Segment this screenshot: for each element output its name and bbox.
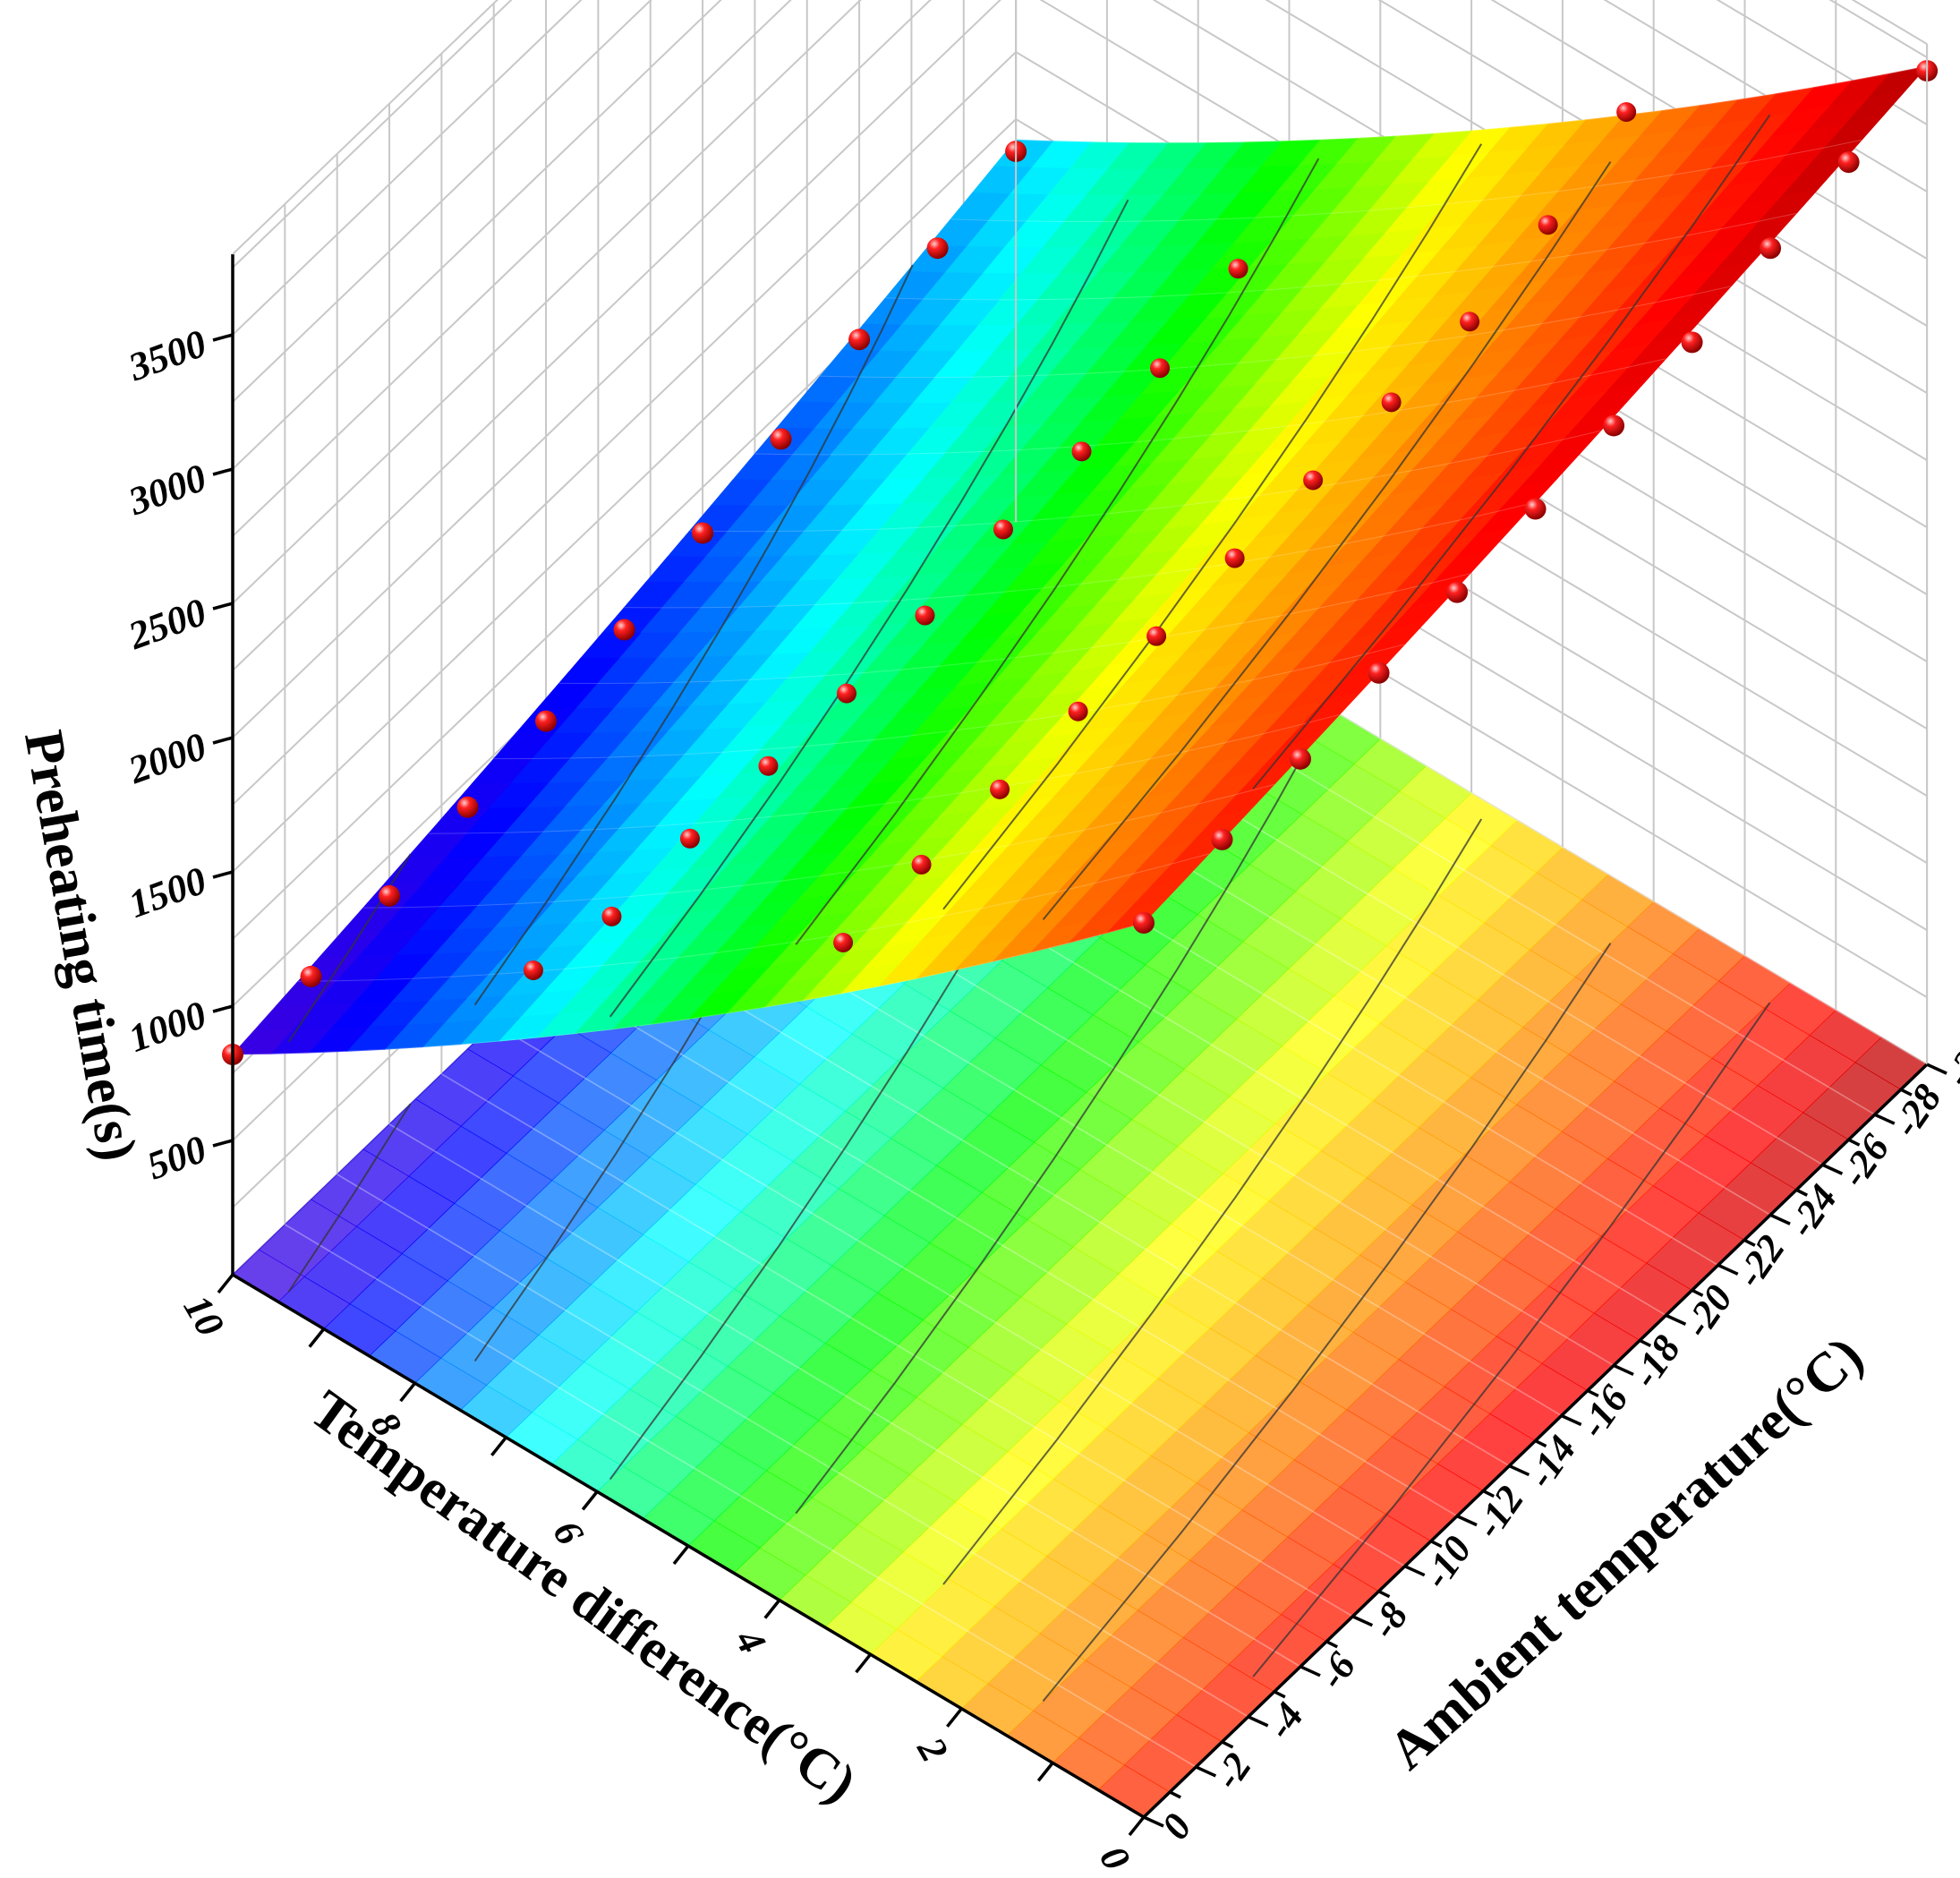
z-tick-label: 1000 (123, 993, 211, 1061)
data-point (1368, 662, 1390, 684)
x-tick-label: 4 (726, 1621, 774, 1660)
axes (212, 0, 1947, 1837)
data-point (1460, 312, 1480, 332)
data-point (456, 796, 479, 818)
data-point (848, 329, 871, 351)
data-point (1228, 259, 1248, 279)
data-point (679, 828, 700, 849)
data-point (1224, 548, 1245, 568)
data-point (993, 519, 1013, 540)
data-point (1446, 581, 1469, 603)
y-tick-label: -6 (1309, 1644, 1364, 1696)
data-point (1760, 237, 1782, 260)
data-point (770, 428, 792, 450)
data-point (1837, 151, 1860, 174)
z-tick-label: 2000 (122, 724, 211, 792)
z-axis-title: Preheating time(s) (13, 726, 148, 1165)
data-points (222, 60, 1939, 1065)
data-point (1150, 358, 1171, 379)
data-point (1068, 701, 1088, 721)
data-point (1681, 331, 1703, 354)
data-point (1538, 215, 1558, 235)
data-point (1071, 441, 1092, 462)
data-point (535, 710, 558, 732)
data-point (1146, 626, 1167, 646)
data-point (915, 605, 935, 626)
data-point (758, 755, 779, 776)
data-point (613, 619, 635, 641)
x-tick-label: 2 (908, 1729, 957, 1769)
data-point (523, 960, 543, 980)
data-point (1211, 828, 1233, 850)
x-tick-label: 10 (175, 1287, 233, 1344)
data-point (1303, 470, 1324, 491)
data-point (300, 965, 322, 987)
data-point (911, 854, 932, 875)
y-tick-label: -2 (1206, 1745, 1260, 1797)
data-point (926, 237, 949, 260)
data-point (1290, 747, 1312, 770)
data-point (1381, 392, 1402, 413)
data-point (833, 933, 854, 953)
data-point (601, 906, 622, 926)
data-point (1133, 912, 1155, 934)
y-tick-label: -30 (1936, 1026, 1960, 1094)
y-tick-label: -4 (1257, 1694, 1312, 1746)
z-tick-label: 3000 (122, 456, 211, 524)
x-tick-label: 0 (1091, 1839, 1138, 1878)
data-point (692, 522, 714, 544)
data-point (1616, 102, 1637, 123)
z-tick-label: 500 (141, 1127, 212, 1189)
data-point (990, 779, 1010, 799)
data-point (836, 683, 856, 704)
data-point (1524, 498, 1547, 520)
surface-mesh (232, 65, 1929, 1055)
z-tick-label: 2500 (122, 590, 211, 658)
data-point (1603, 414, 1625, 437)
data-point (379, 884, 401, 907)
z-tick-label: 3500 (122, 321, 211, 389)
y-tick-label: 0 (1153, 1805, 1200, 1847)
z-tick-label: 1500 (123, 858, 211, 926)
y-tick-label: -8 (1362, 1594, 1417, 1646)
